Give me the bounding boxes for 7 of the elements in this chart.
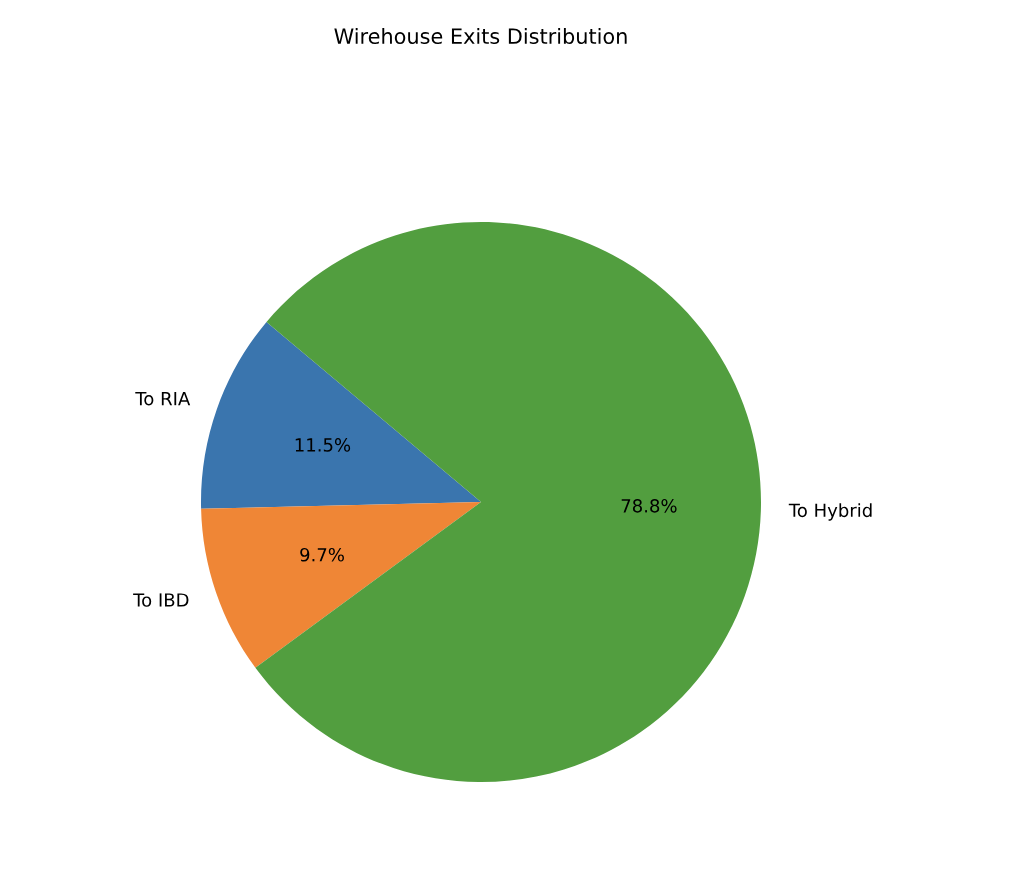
data-label: 78.8% <box>621 498 677 513</box>
data-label: 11.5% <box>295 438 351 452</box>
chart-title: Wirehouse Exits Distribution <box>334 27 627 45</box>
slice-label: To Hybrid <box>788 503 872 521</box>
slice-label: To RIA <box>135 392 191 406</box>
data-label: 9.7% <box>300 547 344 562</box>
slice-label: To IBD <box>133 593 189 607</box>
